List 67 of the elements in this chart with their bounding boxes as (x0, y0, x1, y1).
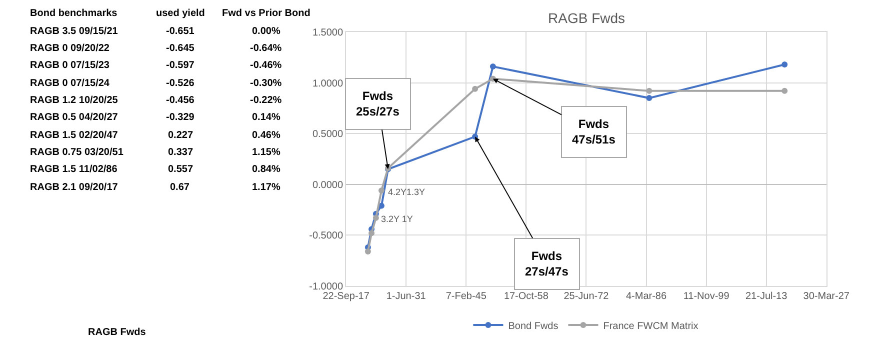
text: RAGB 1.5 02/20/47 (30, 130, 118, 141)
text: RAGB 0.75 03/20/51 (30, 147, 124, 158)
x-tick-label: 21-Jul-13 (745, 291, 788, 302)
point (646, 88, 652, 94)
text: -0.329 (166, 112, 195, 123)
text: -0.30% (250, 78, 282, 89)
point (646, 95, 652, 102)
text: -0.64% (250, 43, 282, 54)
point (368, 230, 375, 236)
text: 0.337 (168, 147, 194, 158)
x-tick-label: 17-Oct-58 (504, 291, 549, 302)
x-tick-label: 7-Feb-45 (446, 291, 487, 302)
y-tick-label: 1.5000 (312, 28, 344, 38)
x-tick-label: 1-Jun-31 (386, 291, 426, 302)
text: Fwd vs Prior Bond (222, 8, 310, 19)
text: -0.651 (166, 26, 195, 37)
y-tick-label: 1.0000 (312, 78, 344, 90)
point (782, 88, 788, 94)
text: 0.67 (170, 182, 190, 193)
text: -0.645 (166, 43, 195, 54)
text: 0.00% (252, 26, 280, 37)
annotation: 4.2Y1.3Y (388, 187, 426, 197)
y-tick-label: 0.0000 (312, 180, 344, 191)
text: RAGB 1.5 11/02/86 (30, 164, 118, 175)
y-tick-label: 0.5000 (312, 129, 344, 140)
text: RAGB 0 09/20/22 (30, 43, 110, 54)
annotation: Fwds 25s/27s (356, 89, 400, 119)
text: RAGB 2.1 09/20/17 (30, 182, 118, 193)
text: 0.46% (252, 130, 280, 141)
text: used yield (156, 8, 205, 19)
text: -0.22% (250, 95, 282, 106)
text: RAGB 0 07/15/23 (30, 60, 110, 71)
text: RAGB Fwds (88, 327, 146, 338)
x-tick-label: 4-Mar-86 (626, 291, 667, 302)
x-tick-label: 11-Nov-99 (683, 291, 730, 302)
legend-label: Bond Fwds (508, 320, 558, 332)
text: -0.456 (166, 95, 195, 106)
point (782, 62, 788, 68)
legend-label: France FWCM Matrix (603, 320, 698, 332)
y-tick-label: -1.0000 (309, 282, 344, 292)
chart-title: RAGB Fwds (548, 10, 626, 26)
text: -0.46% (250, 60, 282, 71)
text: 0.14% (252, 112, 280, 123)
point (372, 214, 379, 221)
text: RAGB 0 07/15/24 (30, 78, 110, 89)
text: -0.597 (166, 60, 195, 71)
text: RAGB 1.2 10/20/25 (30, 95, 118, 106)
annotation: Fwds 47s/51s (572, 117, 616, 147)
y-tick-label: -0.5000 (309, 230, 344, 242)
point (378, 188, 384, 194)
annotation: Fwds 27s/47s (525, 249, 569, 279)
text: 0.557 (168, 164, 194, 175)
text: 1.15% (252, 147, 280, 158)
text: 0.84% (252, 164, 280, 175)
x-tick-label: 25-Jun-72 (564, 291, 610, 302)
point (490, 64, 496, 70)
text: Bond benchmarks (30, 8, 118, 19)
text: RAGB 0.5 04/20/27 (30, 112, 118, 123)
text: RAGB 3.5 09/15/21 (30, 26, 118, 37)
text: -0.526 (166, 78, 195, 89)
point (364, 248, 371, 254)
x-tick-label: 22-Sep-17 (322, 291, 370, 302)
point (472, 86, 478, 92)
text: 0.227 (168, 130, 194, 141)
annotation: 3.2Y 1Y (381, 214, 413, 224)
x-tick-label: 30-Mar-27 (803, 291, 850, 302)
text: 1.17% (252, 182, 280, 193)
